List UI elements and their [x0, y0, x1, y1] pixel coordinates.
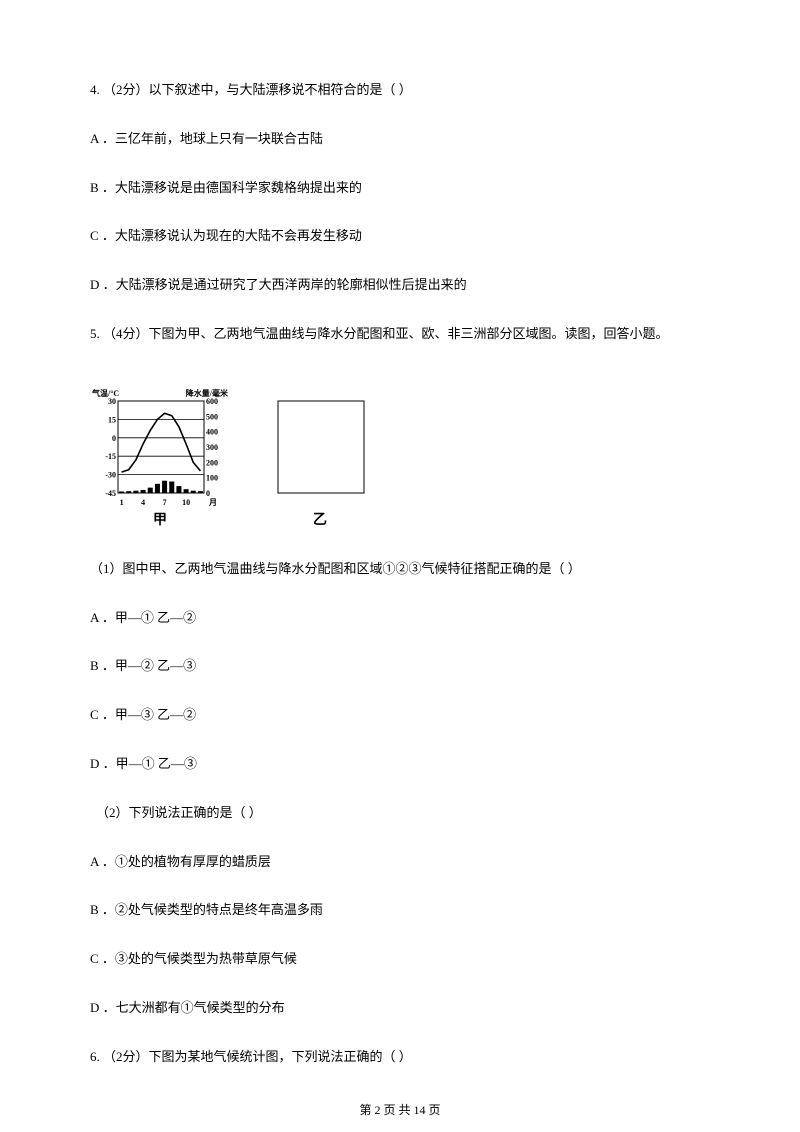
svg-text:500: 500: [206, 412, 218, 421]
svg-text:600: 600: [206, 397, 218, 406]
q5-1-option-b: B ．甲—② 乙—③: [90, 656, 710, 677]
q4-option-b: B ．大陆漂移说是由德国科学家魏格纳提出来的: [90, 178, 710, 199]
chart-jia-wrap: -45-30-15015300100200300400500600气温/°C降水…: [90, 387, 230, 529]
q5-2-option-d: D ．七大洲都有①气候类型的分布: [90, 998, 710, 1019]
q5-1-stem: （1）图中甲、乙两地气温曲线与降水分配图和区域①②③气候特征搭配正确的是（ ）: [90, 559, 710, 580]
svg-text:1: 1: [120, 498, 124, 507]
q4-option-a: A ．三亿年前，地球上只有一块联合古陆: [90, 129, 710, 150]
svg-text:0: 0: [112, 434, 116, 443]
q5-2-stem: （2）下列说法正确的是（ ）: [96, 803, 710, 824]
svg-text:15: 15: [108, 415, 116, 424]
chart-jia: -45-30-15015300100200300400500600气温/°C降水…: [90, 387, 230, 507]
svg-text:月: 月: [208, 498, 217, 507]
svg-text:-45: -45: [105, 489, 116, 498]
q6-stem: 6. （2分）下图为某地气候统计图，下列说法正确的（ ）: [90, 1047, 710, 1068]
chart-jia-label: 甲: [153, 509, 167, 529]
q5-1-option-c: C ．甲—③ 乙—②: [90, 705, 710, 726]
svg-text:300: 300: [206, 443, 218, 452]
svg-text:4: 4: [141, 498, 145, 507]
svg-text:-30: -30: [105, 470, 116, 479]
page-footer: 第 2 页 共 14 页: [0, 1101, 800, 1118]
q5-stem: 5. （4分）下图为甲、乙两地气温曲线与降水分配图和亚、欧、非三洲部分区域图。读…: [90, 324, 710, 345]
chart-yi: [250, 387, 390, 507]
q5-1-option-a: A ．甲—① 乙—②: [90, 608, 710, 629]
chart-yi-wrap: 乙: [250, 387, 390, 529]
region-map: [410, 375, 710, 525]
svg-text:30: 30: [108, 397, 116, 406]
svg-text:-15: -15: [105, 452, 116, 461]
q4-option-c: C ．大陆漂移说认为现在的大陆不会再发生移动: [90, 226, 710, 247]
q4-option-d: D ．大陆漂移说是通过研究了大西洋两岸的轮廓相似性后提出来的: [90, 275, 710, 296]
q4-stem: 4. （2分）以下叙述中，与大陆漂移说不相符合的是（ ）: [90, 80, 710, 101]
q5-2-option-c: C ．③处的气候类型为热带草原气候: [90, 949, 710, 970]
svg-text:0: 0: [206, 489, 210, 498]
q5-2-option-a: A ．①处的植物有厚厚的蜡质层: [90, 852, 710, 873]
charts-row: -45-30-15015300100200300400500600气温/°C降水…: [90, 375, 710, 529]
svg-text:200: 200: [206, 458, 218, 467]
svg-text:7: 7: [163, 498, 167, 507]
svg-text:气温/°C: 气温/°C: [91, 388, 119, 398]
chart-yi-label: 乙: [313, 509, 327, 529]
svg-text:10: 10: [182, 498, 190, 507]
q5-1-option-d: D ．甲—① 乙—③: [90, 754, 710, 775]
svg-text:400: 400: [206, 427, 218, 436]
svg-text:降水量/毫米: 降水量/毫米: [186, 388, 229, 398]
map-wrap: [410, 375, 710, 529]
q5-2-option-b: B ．②处气候类型的特点是终年高温多雨: [90, 900, 710, 921]
svg-text:100: 100: [206, 473, 218, 482]
